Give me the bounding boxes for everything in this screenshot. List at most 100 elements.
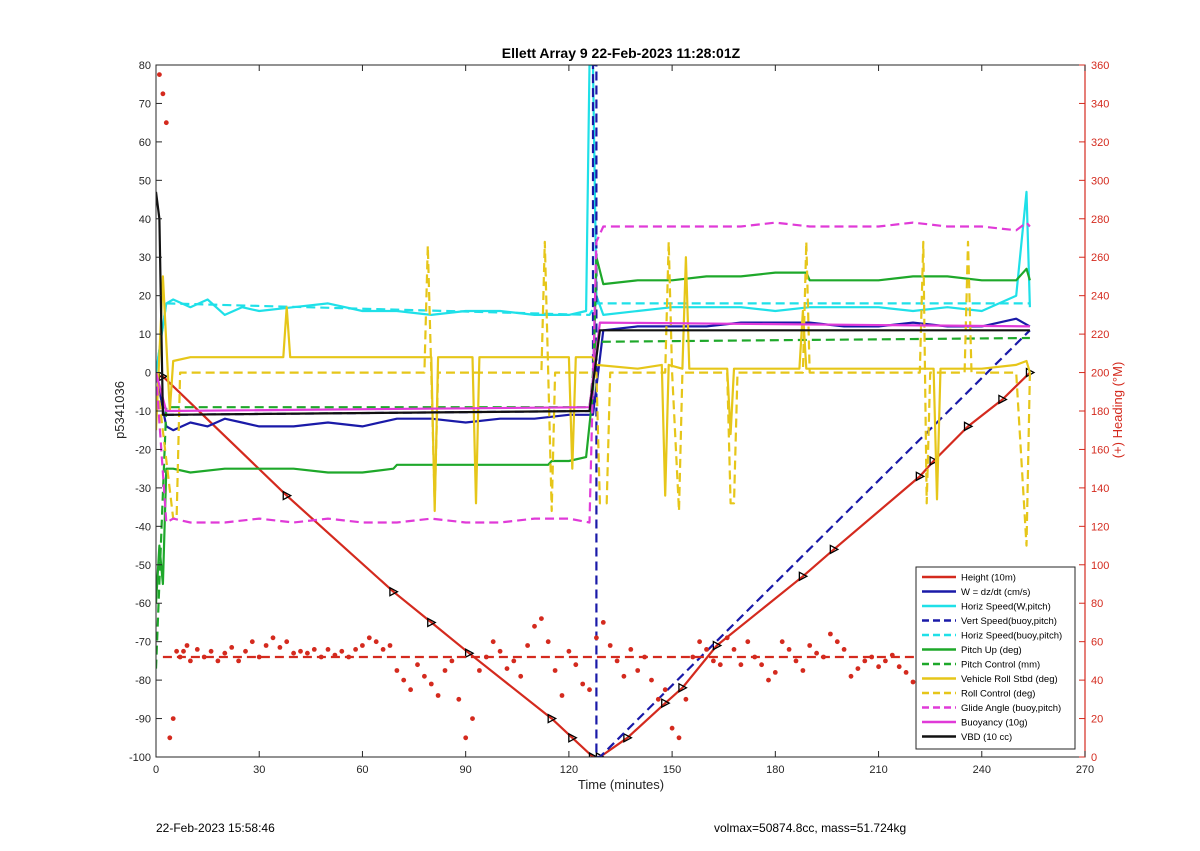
x-tick-label: 180 bbox=[766, 764, 784, 776]
heading-point bbox=[518, 673, 524, 679]
height-marker bbox=[829, 544, 840, 555]
x-axis-label: Time (minutes) bbox=[578, 777, 664, 792]
height-marker bbox=[464, 648, 475, 659]
heading-point bbox=[683, 696, 689, 702]
x-tick-label: 90 bbox=[460, 764, 472, 776]
y-tick-label: 30 bbox=[139, 252, 151, 264]
heading-point bbox=[545, 639, 551, 645]
legend-label: Roll Control (deg) bbox=[961, 689, 1035, 700]
heading-point bbox=[256, 654, 262, 660]
heading-point bbox=[669, 725, 675, 731]
y-tick-label: -40 bbox=[135, 521, 151, 533]
right-y-tick-label: 280 bbox=[1091, 214, 1109, 226]
height-marker bbox=[568, 732, 578, 743]
heading-point bbox=[814, 650, 819, 656]
heading-point bbox=[594, 635, 599, 641]
series-line-5 bbox=[156, 256, 1031, 604]
heading-point bbox=[532, 623, 537, 629]
heading-point bbox=[353, 647, 358, 652]
right-y-tick-label: 100 bbox=[1091, 560, 1109, 572]
heading-point bbox=[373, 639, 379, 645]
heading-point bbox=[525, 643, 530, 648]
series-line-2 bbox=[156, 65, 1031, 373]
heading-point bbox=[477, 668, 482, 673]
x-tick-label: 0 bbox=[153, 764, 159, 776]
heading-point bbox=[366, 635, 372, 641]
height-marker bbox=[389, 586, 399, 597]
heading-point bbox=[635, 668, 641, 673]
legend-label: Pitch Up (deg) bbox=[961, 645, 1022, 656]
right-y-tick-label: 160 bbox=[1091, 444, 1109, 456]
heading-point bbox=[559, 693, 565, 698]
heading-point bbox=[738, 662, 744, 668]
heading-point bbox=[876, 664, 881, 670]
heading-point bbox=[862, 658, 868, 664]
y-tick-label: 80 bbox=[139, 60, 151, 72]
heading-point bbox=[745, 639, 751, 645]
height-marker bbox=[678, 682, 688, 693]
plot-area bbox=[156, 65, 1036, 757]
heading-point bbox=[163, 120, 169, 126]
heading-point bbox=[422, 673, 427, 679]
heading-point bbox=[291, 650, 296, 656]
heading-point bbox=[380, 647, 386, 652]
legend-label: Vehicle Roll Stbd (deg) bbox=[961, 674, 1058, 685]
right-y-tick-label: 200 bbox=[1091, 368, 1109, 380]
heading-point bbox=[793, 658, 799, 664]
heading-point bbox=[394, 668, 400, 673]
height-marker bbox=[427, 617, 437, 628]
heading-point bbox=[305, 650, 310, 656]
heading-point bbox=[188, 658, 193, 664]
y-tick-label: 20 bbox=[139, 291, 151, 303]
right-y-tick-label: 80 bbox=[1091, 598, 1103, 610]
heading-point bbox=[263, 643, 269, 648]
heading-point bbox=[170, 716, 176, 721]
heading-point bbox=[800, 668, 806, 673]
heading-point bbox=[580, 681, 586, 687]
right-y-axis-label: (+) Heading (°M) bbox=[1110, 362, 1125, 459]
heading-point bbox=[442, 668, 448, 673]
heading-point bbox=[201, 654, 207, 660]
heading-point bbox=[896, 664, 902, 670]
y-tick-label: 70 bbox=[139, 98, 151, 110]
heading-point bbox=[717, 662, 723, 668]
x-tick-label: 240 bbox=[973, 764, 991, 776]
y-tick-label: -20 bbox=[135, 444, 151, 456]
heading-point bbox=[490, 639, 496, 645]
heading-point bbox=[807, 643, 813, 648]
heading-point bbox=[463, 735, 469, 741]
y-tick-label: 40 bbox=[139, 214, 151, 226]
right-y-tick-label: 240 bbox=[1091, 291, 1109, 303]
heading-point bbox=[401, 677, 407, 683]
heading-point bbox=[194, 647, 200, 652]
heading-point bbox=[415, 662, 420, 668]
heading-point bbox=[456, 696, 462, 702]
heading-point bbox=[628, 647, 634, 652]
height-marker bbox=[588, 751, 599, 757]
heading-point bbox=[883, 658, 888, 664]
legend-label: Horiz Speed(buoy,pitch) bbox=[961, 631, 1062, 642]
right-y-tick-label: 260 bbox=[1091, 252, 1109, 264]
heading-point bbox=[435, 693, 441, 698]
heading-point bbox=[181, 648, 186, 654]
x-tick-label: 210 bbox=[869, 764, 887, 776]
heading-point bbox=[160, 91, 166, 97]
legend-label: Glide Angle (buoy,pitch) bbox=[961, 703, 1061, 714]
heading-point bbox=[497, 648, 503, 654]
legend-label: W = dz/dt (cm/s) bbox=[961, 587, 1030, 598]
heading-point bbox=[600, 620, 606, 625]
heading-point bbox=[157, 72, 162, 77]
heading-point bbox=[311, 647, 317, 652]
axes: 0 30 60 90 120 150 180 210 240 270-100-90-80-70-6… bbox=[129, 60, 1109, 776]
y-tick-label: -90 bbox=[135, 714, 151, 726]
height-marker bbox=[547, 713, 558, 724]
x-tick-label: 150 bbox=[663, 764, 681, 776]
y-tick-label: 60 bbox=[139, 137, 151, 149]
right-y-tick-label: 60 bbox=[1091, 637, 1103, 649]
heading-point bbox=[408, 687, 413, 693]
heading-point bbox=[339, 648, 345, 654]
heading-point bbox=[539, 616, 544, 621]
heading-point bbox=[786, 647, 792, 652]
heading-point bbox=[607, 643, 613, 648]
heading-point bbox=[828, 631, 833, 637]
